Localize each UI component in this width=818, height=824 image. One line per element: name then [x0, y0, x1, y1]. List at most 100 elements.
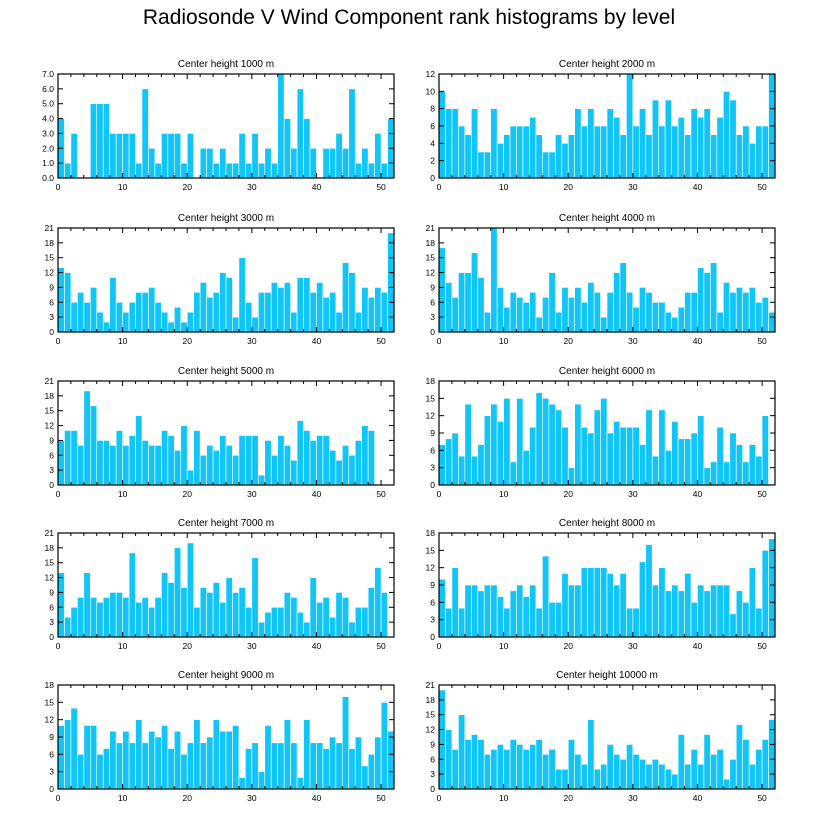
y-tick-label: 9: [49, 282, 54, 292]
histogram-bar: [238, 257, 246, 333]
panel-title: Center height 5000 m: [178, 366, 274, 377]
histogram-bar: [199, 454, 207, 486]
histogram-bar: [677, 117, 685, 179]
histogram-bar: [626, 292, 634, 333]
histogram-bar: [580, 763, 588, 790]
x-tick-label: 10: [118, 641, 128, 651]
histogram-bar: [128, 301, 136, 333]
histogram-bar: [64, 272, 72, 333]
histogram-panel-10: Center height 10000 m 0 3 6 9 12 15 18 21 0 10 20 30…: [426, 670, 776, 803]
histogram-bar: [180, 587, 188, 638]
histogram-bar: [490, 108, 498, 179]
histogram-bar: [206, 445, 214, 486]
histogram-bar: [290, 459, 298, 486]
histogram-bar: [77, 597, 85, 638]
y-tick-label: 6: [49, 749, 54, 759]
histogram-bar: [348, 272, 356, 333]
histogram-bar: [664, 590, 672, 638]
histogram-bar: [697, 267, 705, 333]
histogram-bar: [651, 301, 659, 333]
histogram-bar: [645, 134, 653, 179]
histogram-bar: [626, 744, 634, 790]
histogram-bar: [755, 301, 763, 333]
page-title: Radiosonde V Wind Component rank histogr…: [142, 6, 676, 29]
histogram-bar: [509, 125, 517, 179]
histogram-bar: [768, 311, 776, 333]
histogram-bar: [329, 616, 337, 638]
y-tick-label: 3: [49, 767, 54, 777]
histogram-bar: [542, 754, 550, 790]
histogram-bar: [148, 606, 156, 638]
histogram-bar: [219, 147, 227, 179]
y-tick-label: 8: [430, 104, 435, 114]
histogram-bar: [148, 287, 156, 333]
histogram-bar: [742, 292, 750, 333]
x-tick-label: 50: [376, 182, 386, 192]
histogram-bar: [212, 162, 220, 179]
histogram-bar: [329, 147, 337, 179]
histogram-bar: [148, 445, 156, 486]
histogram-bar: [651, 455, 659, 486]
histogram-bar: [606, 108, 614, 179]
histogram-panel-5: Center height 5000 m 0 3 6 9 12 15 18 21 0 10 20 30 4…: [45, 366, 395, 499]
histogram-bar: [180, 162, 188, 179]
histogram-bar: [451, 297, 459, 333]
histogram-bar: [199, 742, 207, 790]
histogram-bar: [529, 292, 537, 333]
histogram-bar: [283, 282, 291, 333]
histogram-bar: [57, 440, 65, 486]
histogram-bar: [671, 421, 679, 486]
histogram-bar: [361, 425, 369, 486]
histogram-bar: [626, 73, 634, 179]
histogram-bar: [658, 301, 666, 333]
histogram-bar: [593, 409, 601, 486]
histogram-bar: [361, 765, 369, 790]
histogram-bar: [664, 311, 672, 333]
histogram-panel-4: Center height 4000 m 0 3 6 9 12 15 18 21 0 10 20 30 4…: [426, 213, 776, 346]
histogram-bar: [277, 742, 285, 790]
histogram-bar: [258, 771, 266, 790]
histogram-bar: [651, 758, 659, 790]
histogram-bar: [509, 292, 517, 333]
panel-title: Center height 6000 m: [559, 366, 655, 377]
y-tick-label: 12: [426, 411, 436, 421]
histogram-bar: [684, 763, 692, 790]
histogram-bar: [458, 607, 466, 638]
histogram-bar: [374, 133, 382, 179]
histogram-bar: [555, 311, 563, 333]
histogram-bar: [219, 272, 227, 333]
histogram-bar: [296, 88, 304, 179]
histogram-bar: [658, 763, 666, 790]
histogram-bar: [606, 573, 614, 638]
histogram-bar: [516, 584, 524, 638]
y-tick-label: 15: [426, 253, 436, 263]
histogram-bar: [277, 435, 285, 486]
histogram-bar: [748, 567, 756, 638]
histogram-bar: [258, 621, 266, 638]
histogram-bar: [361, 147, 369, 179]
histogram-bar: [542, 151, 550, 179]
y-tick-label: 6: [430, 297, 435, 307]
x-tick-label: 10: [499, 489, 509, 499]
histogram-bar: [535, 392, 543, 486]
histogram-bar: [64, 616, 72, 638]
histogram-bar: [729, 758, 737, 790]
histogram-bar: [219, 435, 227, 486]
histogram-bar: [748, 287, 756, 333]
histogram-bar: [580, 125, 588, 179]
histogram-bar: [225, 162, 233, 179]
histogram-bar: [632, 754, 640, 790]
histogram-bar: [316, 742, 324, 790]
histogram-bar: [703, 467, 711, 486]
y-tick-label: 6: [430, 445, 435, 455]
histogram-bar: [180, 425, 188, 486]
histogram-bar: [232, 316, 240, 333]
histogram-bar: [445, 282, 453, 333]
histogram-bar: [141, 88, 149, 179]
histogram-bar: [755, 749, 763, 790]
histogram-bar: [664, 450, 672, 486]
histogram-bar: [342, 262, 350, 333]
histogram-bar: [716, 311, 724, 333]
histogram-bar: [464, 403, 472, 486]
histogram-bar: [135, 602, 143, 638]
